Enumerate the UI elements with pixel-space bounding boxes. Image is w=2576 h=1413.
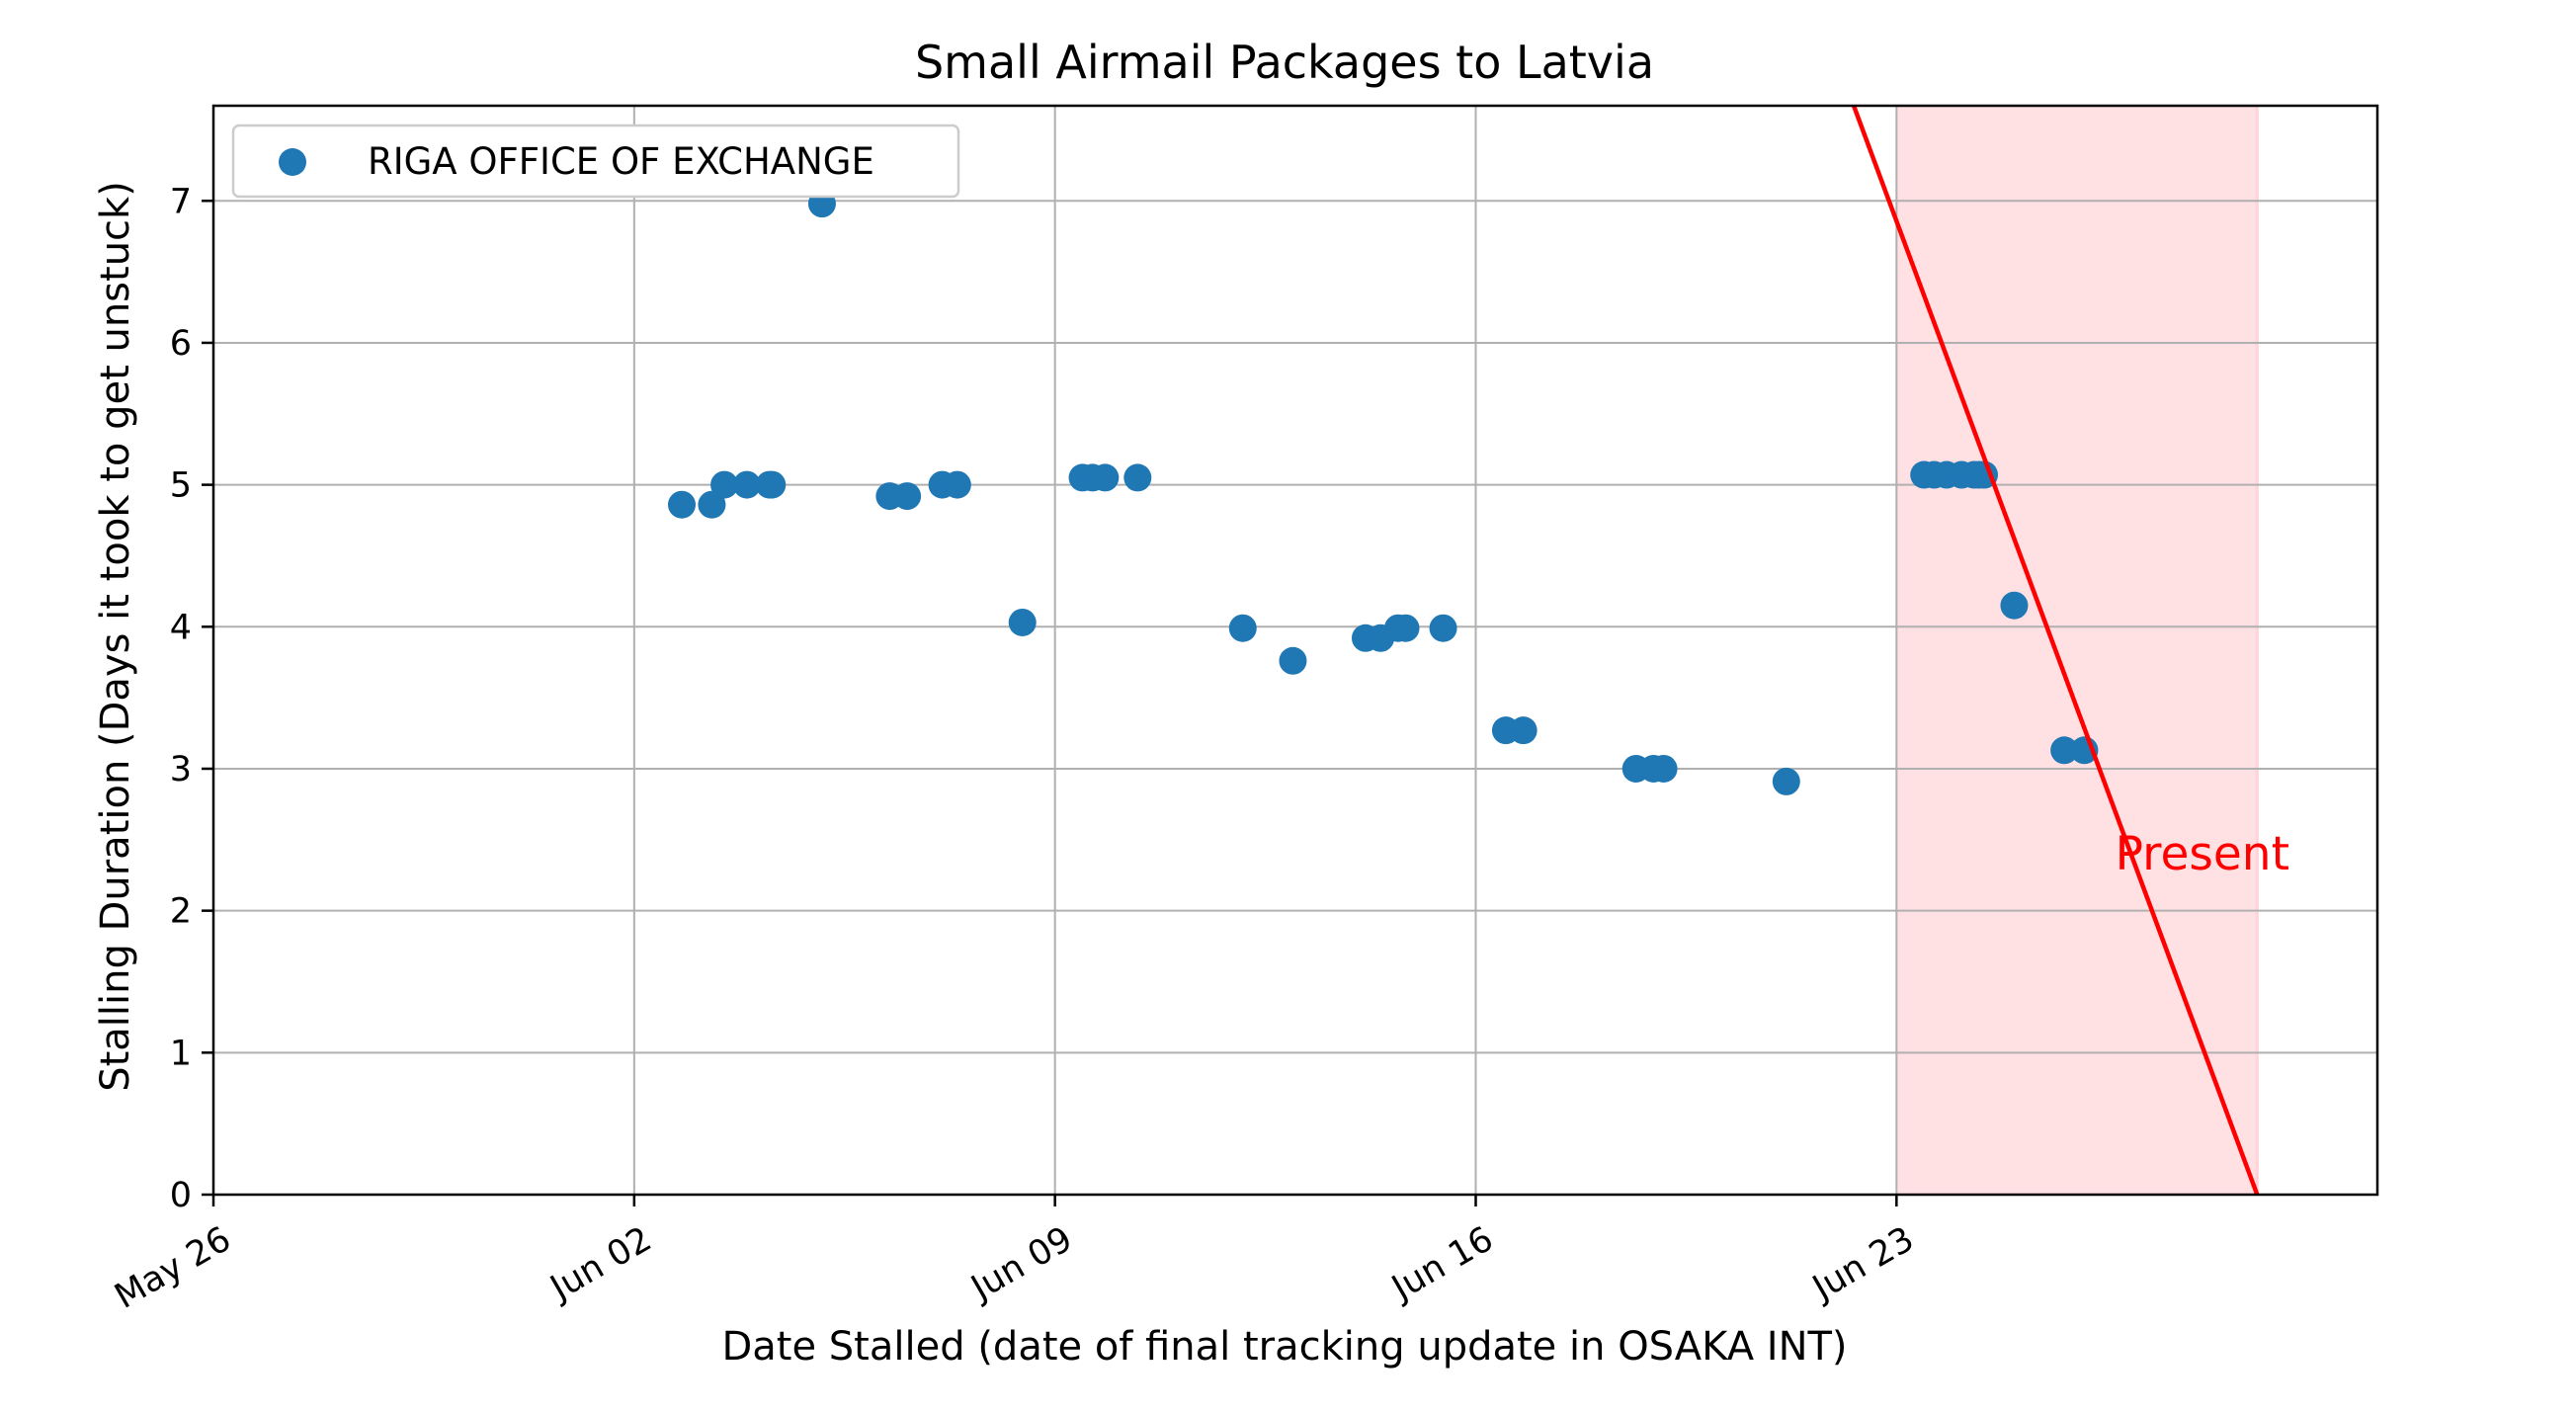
data-point [698, 490, 726, 519]
legend-label: RIGA OFFICE OF EXCHANGE [368, 140, 874, 183]
y-axis-label: Stalling Duration (Days it took to get u… [93, 181, 138, 1092]
data-point [1391, 614, 1420, 642]
present-shaded-region [1896, 106, 2258, 1195]
data-point [893, 482, 922, 511]
data-point [943, 470, 971, 499]
y-tick-label: 6 [170, 324, 192, 364]
present-reference-line [1851, 106, 2260, 1195]
data-point [1649, 754, 1678, 783]
data-point [667, 490, 696, 519]
legend-box [231, 124, 960, 199]
y-tick-label: 0 [170, 1176, 192, 1215]
present-annotation: Present [2116, 827, 2289, 881]
legend-marker [279, 148, 306, 176]
y-tick-label: 4 [170, 608, 192, 647]
data-point [1429, 614, 1457, 642]
y-tick-label: 2 [170, 892, 192, 932]
data-point [710, 470, 739, 499]
data-point [732, 470, 761, 499]
y-tick-label: 1 [170, 1034, 192, 1073]
data-point [2000, 591, 2029, 620]
data-point [1772, 767, 1800, 795]
chart-title: Small Airmail Packages to Latvia [915, 36, 1654, 89]
data-point [758, 470, 787, 499]
data-point [2050, 736, 2079, 765]
data-point [1509, 716, 1537, 745]
plot-frame [211, 104, 2379, 1197]
legend: RIGA OFFICE OF EXCHANGE [231, 124, 960, 199]
x-axis-label: Date Stalled (date of final tracking upd… [721, 1324, 1847, 1370]
y-tick-label: 7 [170, 182, 192, 221]
y-tick-label: 3 [170, 750, 192, 790]
data-point [1123, 463, 1152, 492]
y-tick-label: 5 [170, 466, 192, 506]
data-point [1008, 608, 1037, 636]
data-point [1279, 646, 1307, 675]
data-point [1228, 614, 1257, 642]
data-point [1091, 463, 1120, 492]
